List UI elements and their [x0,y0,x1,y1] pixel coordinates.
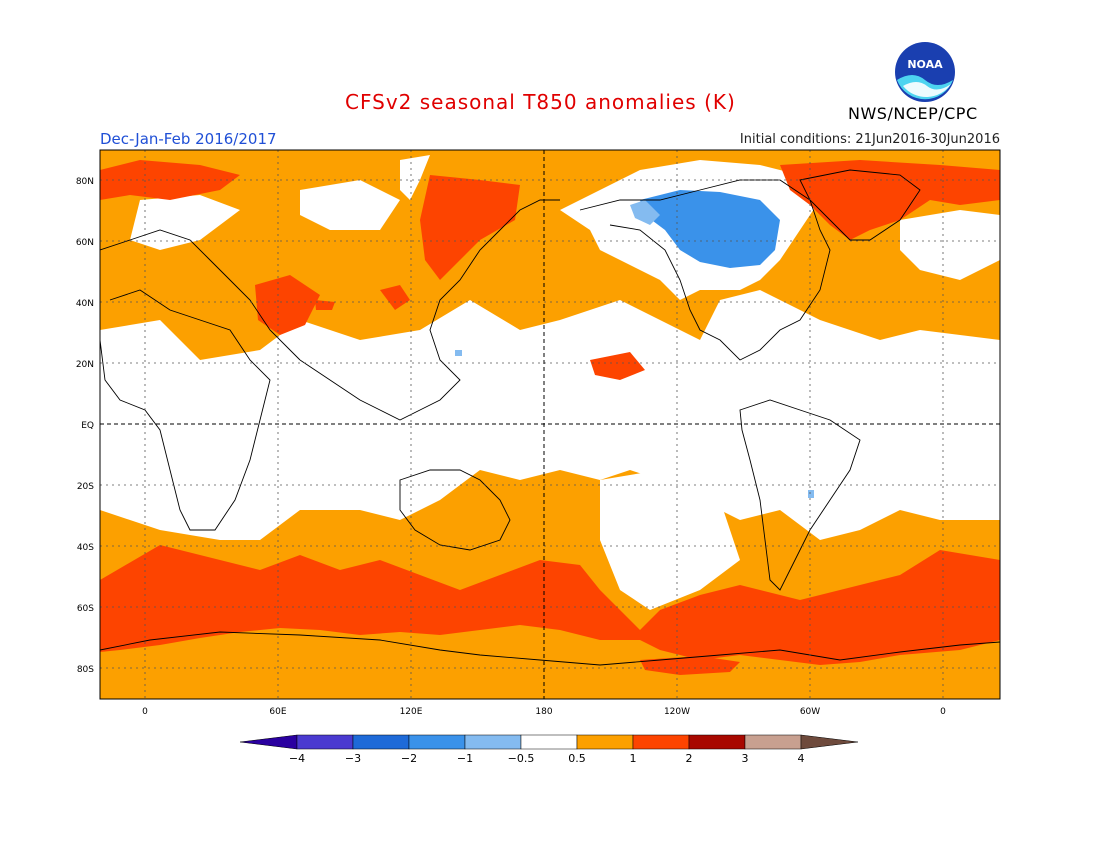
lat-axis: 80N 60N 40N 20N EQ 20S 40S 60S 80S [76,177,94,675]
season-label: Dec-Jan-Feb 2016/2017 [100,130,277,148]
lon-tick-label: 180 [535,707,552,717]
legend-swatch [576,734,634,750]
gridlines [100,150,1000,699]
lat-tick-label: 80S [77,665,94,675]
equator-dateline [100,150,1000,699]
legend-swatch [744,734,802,750]
legend-label: 3 [742,752,749,765]
lon-tick-label: 0 [940,707,946,717]
legend-label: 0.5 [568,752,586,765]
lat-tick-label: 60N [76,238,94,248]
svg-text:NOAA: NOAA [907,58,943,71]
map-frame [99,149,1001,700]
lat-tick-label: 60S [77,604,94,614]
legend-label: 4 [798,752,805,765]
lat-tick-label: 80N [76,177,94,187]
legend-label: −1 [457,752,473,765]
legend-swatch [632,734,690,750]
lon-tick-label: 0 [142,707,148,717]
legend-label: −0.5 [508,752,535,765]
legend-swatch [408,734,466,750]
legend-label: −2 [401,752,417,765]
legend-swatch [352,734,410,750]
lon-tick-label: 60W [800,707,820,717]
legend-label: −3 [345,752,361,765]
legend-swatch [296,734,354,750]
lon-tick-label: 120W [664,707,690,717]
legend-arrow-above [800,734,859,750]
legend-label: 1 [630,752,637,765]
legend-swatch [464,734,522,750]
map-title: CFSv2 seasonal T850 anomalies (K) [345,90,736,114]
lat-tick-label: EQ [81,421,94,431]
legend-label: −4 [289,752,305,765]
agency-label: NWS/NCEP/CPC [848,104,978,123]
lon-tick-label: 120E [400,707,423,717]
warm-anomaly-regions [100,160,1000,675]
lat-tick-label: 20N [76,360,94,370]
lat-tick-label: 40N [76,299,94,309]
cool-anomaly-regions [455,190,814,498]
legend-arrow-below [239,734,298,750]
noaa-logo-icon: NOAA [895,42,955,102]
lon-tick-label: 60E [269,707,286,717]
lat-tick-label: 20S [77,482,94,492]
legend-swatch [520,734,578,750]
lon-axis: 0 60E 120E 180 120W 60W 0 [142,707,946,717]
legend-swatch [688,734,746,750]
initial-conditions-label: Initial conditions: 21Jun2016-30Jun2016 [739,132,1000,147]
lat-tick-label: 40S [77,543,94,553]
legend-label: 2 [686,752,693,765]
